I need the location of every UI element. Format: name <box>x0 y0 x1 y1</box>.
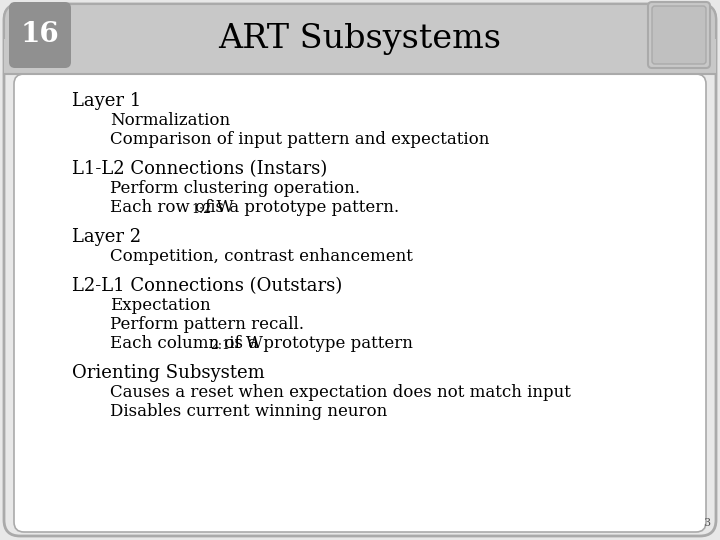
Text: Perform clustering operation.: Perform clustering operation. <box>110 180 360 197</box>
Text: Perform pattern recall.: Perform pattern recall. <box>110 316 304 333</box>
Text: Layer 2: Layer 2 <box>72 228 141 246</box>
Text: Disables current winning neuron: Disables current winning neuron <box>110 403 387 420</box>
Text: ART Subsystems: ART Subsystems <box>218 23 502 55</box>
Text: 16: 16 <box>21 22 59 49</box>
Text: Each row of W: Each row of W <box>110 199 233 216</box>
Text: Expectation: Expectation <box>110 297 211 314</box>
Text: Layer 1: Layer 1 <box>72 92 141 110</box>
Text: L1-L2 Connections (Instars): L1-L2 Connections (Instars) <box>72 160 328 178</box>
Bar <box>4 39 716 74</box>
Text: Each column of W: Each column of W <box>110 335 263 352</box>
Text: is a prototype pattern: is a prototype pattern <box>224 335 413 352</box>
Text: Orienting Subsystem: Orienting Subsystem <box>72 364 265 382</box>
Text: L2-L1 Connections (Outstars): L2-L1 Connections (Outstars) <box>72 277 342 295</box>
Text: 2:1: 2:1 <box>210 339 230 352</box>
Text: is a prototype pattern.: is a prototype pattern. <box>205 199 400 216</box>
Text: Normalization: Normalization <box>110 112 230 129</box>
FancyBboxPatch shape <box>4 4 716 536</box>
Text: Comparison of input pattern and expectation: Comparison of input pattern and expectat… <box>110 131 490 148</box>
Text: Competition, contrast enhancement: Competition, contrast enhancement <box>110 248 413 265</box>
FancyBboxPatch shape <box>4 4 716 74</box>
FancyBboxPatch shape <box>652 6 706 64</box>
FancyBboxPatch shape <box>9 2 71 68</box>
Text: 1:2: 1:2 <box>191 203 211 216</box>
Text: 3: 3 <box>703 518 710 528</box>
FancyBboxPatch shape <box>648 2 710 68</box>
FancyBboxPatch shape <box>14 74 706 532</box>
Text: Causes a reset when expectation does not match input: Causes a reset when expectation does not… <box>110 384 571 401</box>
